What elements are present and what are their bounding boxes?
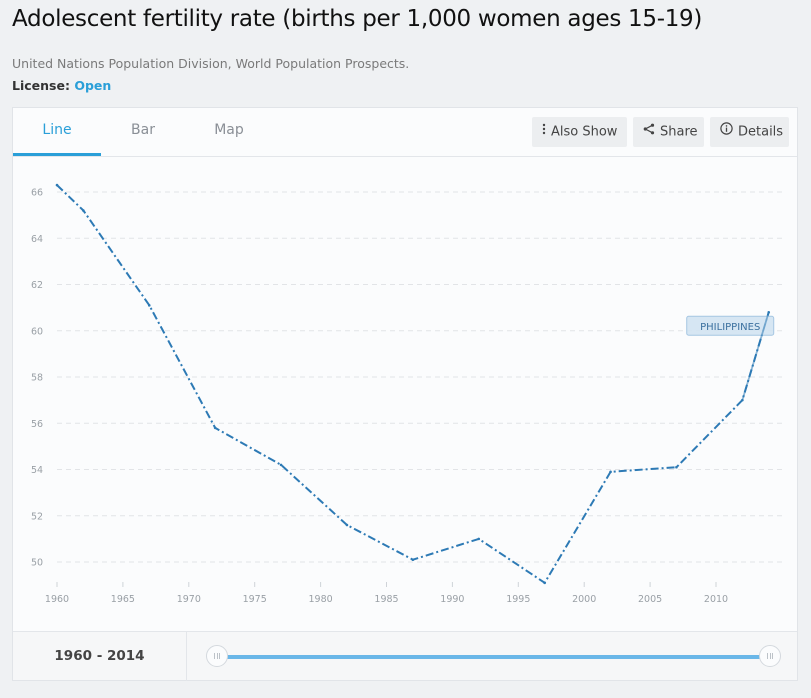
details-button[interactable]: Details <box>710 117 789 147</box>
y-tick-label: 60 <box>31 326 43 337</box>
series-label: PHILIPPINES <box>700 322 760 333</box>
details-label: Details <box>738 124 784 140</box>
chart-area: 50 52 54 56 58 60 62 64 66 1960 1965 1970 1975 1980 19… <box>13 156 797 631</box>
data-point <box>411 558 415 561</box>
x-tick-label: 1975 <box>243 594 267 605</box>
range-separator: - <box>96 648 103 664</box>
y-tick-label: 50 <box>31 558 43 569</box>
x-tick-label: 1980 <box>309 594 333 605</box>
y-tick-label: 56 <box>31 419 43 430</box>
data-point <box>477 537 481 541</box>
share-button[interactable]: Share <box>633 117 704 147</box>
year-range-label: 1960 - 2014 <box>13 632 187 681</box>
x-tick-label: 2000 <box>572 594 596 605</box>
info-icon <box>720 117 733 147</box>
vertical-dots-icon <box>542 117 546 147</box>
x-tick-label: 1965 <box>111 594 135 605</box>
y-tick-label: 58 <box>31 373 43 384</box>
x-tick-label: 1970 <box>177 594 201 605</box>
license-label: License: <box>12 78 70 93</box>
also-show-label: Also Show <box>551 124 618 140</box>
range-footer: 1960 - 2014 <box>13 631 797 681</box>
y-tick-label: 52 <box>31 511 43 522</box>
chart-card: Line Bar Map Also Show Share Details 50 5… <box>12 107 798 681</box>
share-label: Share <box>660 124 698 140</box>
data-point <box>213 426 217 430</box>
tab-bar[interactable]: Bar <box>131 122 155 138</box>
x-tick-label: 2005 <box>638 594 662 605</box>
share-icon <box>643 117 655 147</box>
series-line-philippines <box>56 184 770 584</box>
data-point <box>55 183 59 187</box>
range-slider-end-handle[interactable] <box>759 645 781 667</box>
line-chart: 50 52 54 56 58 60 62 64 66 1960 1965 1970 1975 1980 19… <box>31 183 783 605</box>
data-source: United Nations Population Division, Worl… <box>12 56 410 71</box>
chart-tabs: Line Bar Map Also Show Share Details <box>13 108 797 157</box>
y-tick-label: 62 <box>31 280 43 291</box>
range-end: 2014 <box>107 648 145 664</box>
also-show-button[interactable]: Also Show <box>532 117 627 147</box>
data-point <box>82 209 85 212</box>
y-tick-label: 66 <box>31 188 43 199</box>
x-tick-label: 2010 <box>704 594 728 605</box>
x-tick-label: 1990 <box>440 594 464 605</box>
series-line-overlay <box>741 311 770 401</box>
license-link[interactable]: Open <box>74 78 112 93</box>
data-point <box>345 523 349 527</box>
tab-line[interactable]: Line <box>13 108 101 156</box>
data-point <box>279 463 283 467</box>
license-info: License: Open <box>12 78 111 93</box>
y-tick-label: 64 <box>31 234 43 245</box>
x-tick-label: 1995 <box>506 594 530 605</box>
range-slider-start-handle[interactable] <box>206 645 228 667</box>
tab-map[interactable]: Map <box>214 122 244 138</box>
data-point <box>147 304 151 307</box>
x-tick-label: 1960 <box>45 594 69 605</box>
x-tick-label: 1985 <box>374 594 398 605</box>
data-point <box>675 465 678 469</box>
data-point <box>543 581 546 585</box>
page-title: Adolescent fertility rate (births per 1,… <box>12 6 703 32</box>
range-start: 1960 <box>54 648 92 664</box>
range-slider-track[interactable] <box>219 655 771 659</box>
series-label-box <box>686 315 775 336</box>
y-tick-label: 54 <box>31 465 43 476</box>
data-point <box>609 470 612 474</box>
